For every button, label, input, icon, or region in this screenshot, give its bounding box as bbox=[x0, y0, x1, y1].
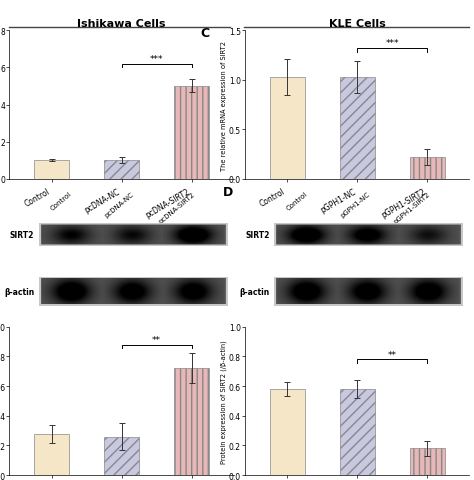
Text: Control: Control bbox=[285, 191, 309, 211]
Text: β-actin: β-actin bbox=[4, 288, 34, 296]
Text: Ishikawa Cells: Ishikawa Cells bbox=[77, 19, 165, 29]
Text: SIRT2: SIRT2 bbox=[10, 231, 34, 240]
Text: KLE Cells: KLE Cells bbox=[329, 19, 386, 29]
Text: β-actin: β-actin bbox=[239, 288, 270, 296]
Bar bbox=[174, 87, 209, 180]
Bar bbox=[270, 78, 305, 180]
Text: ***: *** bbox=[385, 39, 399, 48]
Bar bbox=[34, 434, 69, 475]
Text: pcDNA-SIRT2: pcDNA-SIRT2 bbox=[157, 191, 196, 224]
Text: D: D bbox=[223, 185, 233, 198]
Y-axis label: Protein expression of SIRT2 (/β-actin): Protein expression of SIRT2 (/β-actin) bbox=[221, 339, 228, 463]
Text: pGPH1-SIRT2: pGPH1-SIRT2 bbox=[393, 191, 432, 224]
Text: SIRT2: SIRT2 bbox=[245, 231, 270, 240]
Text: pGPH1-NC: pGPH1-NC bbox=[339, 191, 371, 218]
Bar bbox=[104, 437, 139, 475]
Bar bbox=[339, 78, 374, 180]
Text: ***: *** bbox=[150, 55, 164, 64]
Bar bbox=[410, 448, 445, 475]
Bar bbox=[104, 161, 139, 180]
Bar bbox=[410, 157, 445, 180]
Text: **: ** bbox=[152, 335, 161, 344]
Bar bbox=[174, 369, 209, 475]
Text: pcDNA-NC: pcDNA-NC bbox=[104, 191, 135, 218]
Bar bbox=[34, 161, 69, 180]
Bar bbox=[339, 389, 374, 475]
Bar bbox=[270, 389, 305, 475]
Y-axis label: The relative mRNA expression of SIRT2: The relative mRNA expression of SIRT2 bbox=[221, 40, 228, 170]
Text: Control: Control bbox=[50, 191, 73, 211]
Text: C: C bbox=[200, 27, 209, 40]
Text: **: ** bbox=[388, 350, 397, 359]
